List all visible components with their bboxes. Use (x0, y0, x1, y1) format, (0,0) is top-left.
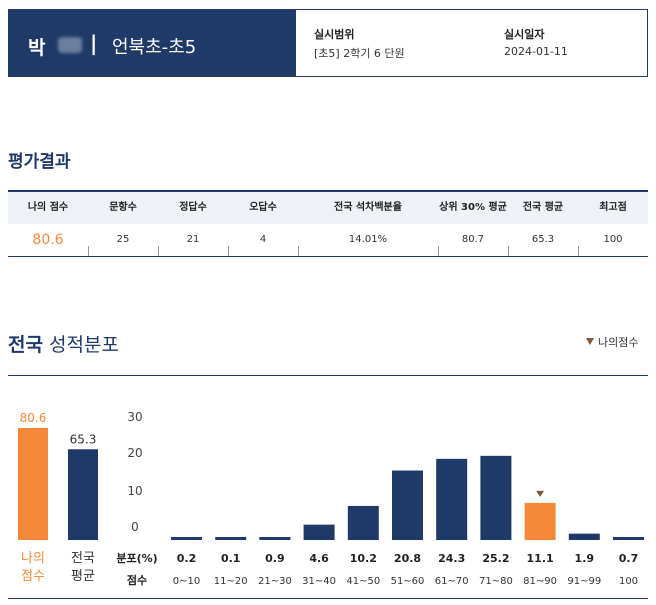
table-divider (508, 246, 509, 256)
date-value: 2024-01-11 (504, 45, 568, 58)
comparison-value-label: 65.3 (70, 432, 97, 446)
score-range-label: 100 (619, 576, 638, 587)
distribution-value-label: 25.2 (482, 552, 509, 565)
score-range-label: 61~70 (435, 576, 469, 587)
distribution-bar (303, 524, 335, 540)
distribution-bar (613, 537, 644, 540)
td-national-percentile: 14.01% (348, 234, 388, 245)
td-wrong-count: 4 (259, 234, 267, 245)
comparison-category-label: 평균 (71, 569, 95, 584)
distribution-bar (171, 537, 202, 540)
distribution-value-label: 0.2 (177, 552, 197, 565)
y-tick-label: 30 (127, 410, 142, 424)
distribution-value-label: 20.8 (394, 552, 421, 565)
y-tick-label: 10 (127, 484, 142, 498)
my-score-marker-icon (586, 338, 594, 345)
school-class: 언북초-초5 (112, 37, 197, 58)
td-my-score: 80.6 (32, 232, 64, 248)
distribution-bar (215, 537, 247, 540)
distribution-title-rest: 성적분포 (42, 334, 119, 356)
th-correct-count: 정답수 (179, 202, 207, 213)
th-question-count: 문항수 (109, 202, 137, 213)
score-range-label: 81~90 (523, 576, 557, 587)
distribution-value-label: 24.3 (438, 552, 465, 565)
distribution-bar (392, 470, 423, 540)
score-range-label: 51~60 (391, 576, 425, 587)
table-top-border (8, 190, 648, 192)
distribution-bar (347, 505, 379, 540)
distribution-value-label: 10.2 (350, 552, 377, 565)
score-range-label: 11~20 (214, 576, 248, 587)
date-label: 실시일자 (504, 28, 545, 41)
td-national-average: 65.3 (531, 234, 555, 245)
th-max-score: 최고점 (599, 202, 627, 213)
distribution-bar (480, 455, 512, 540)
th-wrong-count: 오답수 (249, 202, 277, 213)
distribution-value-label: 4.6 (309, 552, 329, 565)
comparison-bar (68, 449, 98, 540)
table-bottom-border (8, 256, 648, 257)
distribution-value-label: 0.1 (221, 552, 241, 565)
table-divider (158, 246, 159, 256)
exam-info-box (296, 9, 648, 77)
comparison-category-label: 전국 (71, 551, 95, 566)
distribution-value-label: 0.7 (619, 552, 639, 565)
distribution-title-bold: 전국 (8, 334, 43, 356)
td-question-count: 25 (116, 234, 130, 245)
results-title: 평가결과 (8, 152, 71, 172)
score-range-label: 91~99 (567, 576, 601, 587)
chart-bottom-border (8, 598, 648, 599)
scope-label: 실시범위 (314, 28, 355, 41)
table-header-row (8, 192, 648, 224)
table-divider (578, 246, 579, 256)
distribution-title: 전국 성적분포 (8, 330, 119, 357)
y-tick-label: 20 (127, 446, 142, 460)
comparison-category-label: 점수 (21, 569, 45, 584)
score-range-label: 21~30 (258, 576, 292, 587)
score-range-label: 0~10 (173, 576, 200, 587)
th-national-average: 전국 평균 (522, 202, 564, 213)
td-correct-count: 21 (186, 234, 200, 245)
comparison-category-label: 나의 (21, 551, 45, 566)
table-divider (438, 246, 439, 256)
legend-my-score: 나의점수 (598, 336, 639, 349)
distribution-bar (259, 536, 291, 540)
distribution-top-border (8, 375, 648, 376)
distribution-value-label: 1.9 (575, 552, 595, 565)
td-max-score: 100 (603, 234, 623, 245)
th-my-score: 나의 점수 (27, 202, 69, 213)
distribution-bar (524, 502, 556, 540)
header-separator: | (90, 31, 98, 55)
distribution-bar (568, 533, 600, 540)
th-top30-average: 상위 30% 평균 (439, 202, 507, 213)
header-banner (8, 9, 296, 77)
td-top30-average: 80.7 (461, 234, 485, 245)
distribution-bar (436, 458, 468, 540)
comparison-value-label: 80.6 (20, 411, 47, 425)
th-national-percentile: 전국 석차백분율 (334, 202, 402, 213)
y-tick-label: 0 (131, 520, 139, 534)
scope-value: [초5] 2학기 6 단원 (314, 47, 405, 60)
my-score-marker-icon (536, 490, 545, 497)
table-divider (228, 246, 229, 256)
distribution-chart: 80.6나의점수65.3전국평균30201000.20~100.111~200.… (18, 410, 644, 587)
score-range-label: 31~40 (302, 576, 336, 587)
score-range-label: 71~80 (479, 576, 513, 587)
name-redaction (58, 37, 82, 53)
distribution-value-label: 11.1 (527, 552, 554, 565)
row-label-distribution: 분포(%) (116, 552, 157, 565)
row-label-score: 점수 (127, 573, 147, 587)
comparison-bar (18, 428, 48, 540)
student-name: 박 (28, 37, 46, 59)
table-divider (298, 246, 299, 256)
score-range-label: 41~50 (346, 576, 380, 587)
table-divider (88, 246, 89, 256)
distribution-value-label: 0.9 (265, 552, 285, 565)
